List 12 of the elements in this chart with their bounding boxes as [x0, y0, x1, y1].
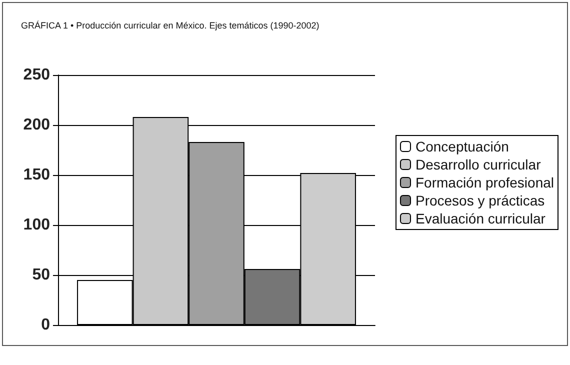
legend-label: Conceptuación [415, 138, 509, 154]
legend-label: Procesos y prácticas [415, 192, 545, 208]
legend-label: Desarrollo curricular [415, 156, 542, 172]
y-tick-label: 50 [32, 266, 50, 284]
y-tick-label: 200 [23, 116, 50, 134]
legend-label: Formación profesional [415, 174, 554, 190]
chart-title: GRÁFICA 1 • Producción curricular en México. Ejes temáticos (1990-2002) [21, 20, 320, 30]
legend-label: Evaluación curricular [415, 210, 546, 226]
y-tick-label: 100 [23, 216, 50, 234]
y-tick-label: 150 [23, 166, 50, 184]
y-tick-label: 0 [41, 316, 50, 334]
y-tick-label: 250 [23, 66, 50, 84]
